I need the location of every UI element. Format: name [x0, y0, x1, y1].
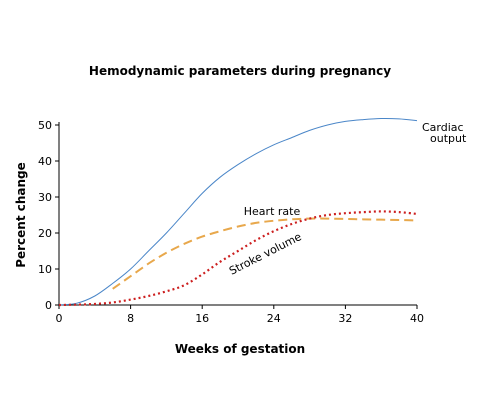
series-label-heart-rate: Heart rate — [244, 205, 301, 218]
series-labels: Cardiac output Heart rate Stroke volume — [227, 121, 467, 278]
x-tick-label: 40 — [410, 312, 424, 325]
x-axis-title: Weeks of gestation — [175, 342, 305, 356]
chart-title: Hemodynamic parameters during pregnancy — [89, 64, 391, 78]
series-label-line: output — [430, 132, 467, 145]
y-tick-label: 10 — [38, 263, 52, 276]
x-tick-label: 0 — [56, 312, 63, 325]
y-axis-title: Percent change — [14, 162, 28, 268]
series-line-heart-rate — [112, 217, 418, 290]
y-tick-label: 30 — [38, 191, 52, 204]
y-tick-label: 40 — [38, 155, 52, 168]
axes: 0 10 20 30 40 50 0 8 16 24 32 40 — [38, 119, 424, 325]
series-label-cardiac-output: Cardiac output — [422, 121, 467, 145]
series-label-line: Cardiac — [422, 121, 464, 134]
y-tick-label: 50 — [38, 119, 52, 132]
x-tick-label: 24 — [267, 312, 281, 325]
series-label-line: Stroke volume — [227, 230, 304, 278]
series-label-line: Heart rate — [244, 205, 301, 218]
x-tick-label: 32 — [338, 312, 352, 325]
series-layer — [58, 117, 418, 307]
y-tick-label: 0 — [45, 299, 52, 312]
series-line-cardiac-output — [58, 117, 418, 306]
series-line-stroke-volume — [58, 210, 418, 307]
series-label-stroke-volume: Stroke volume — [227, 230, 304, 278]
y-tick-label: 20 — [38, 227, 52, 240]
x-tick-label: 8 — [127, 312, 134, 325]
x-tick-label: 16 — [195, 312, 209, 325]
